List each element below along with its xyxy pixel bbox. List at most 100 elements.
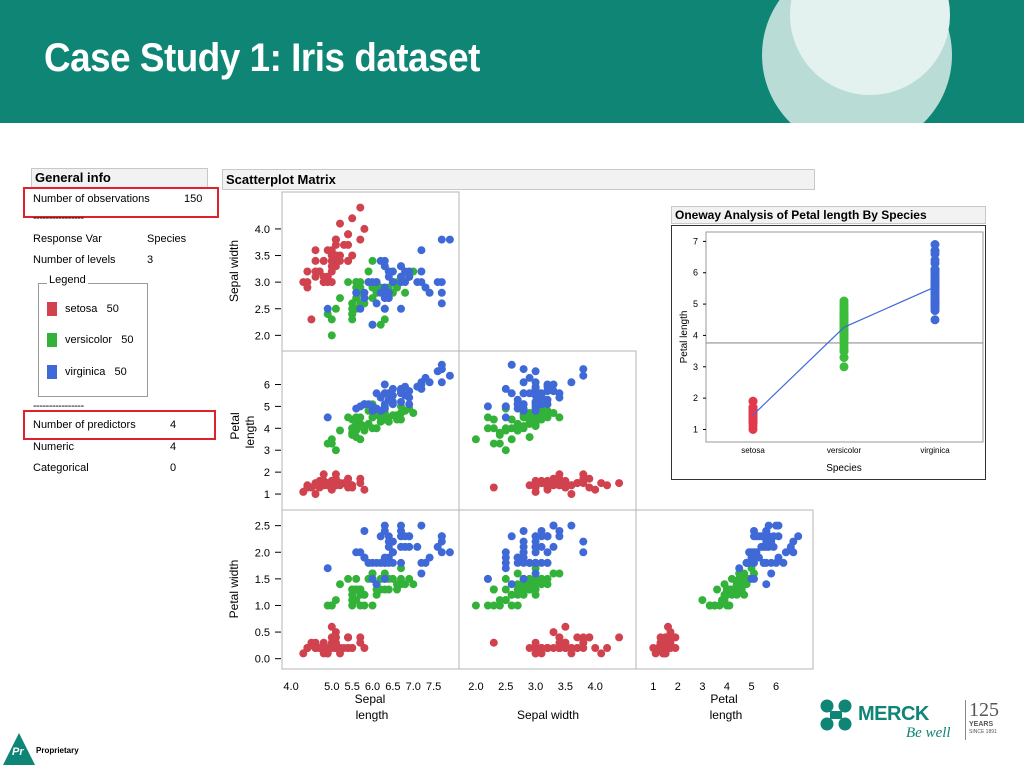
- data-point-versicolor: [727, 590, 736, 599]
- y-tick-label: 3: [264, 445, 270, 457]
- data-point-virginica: [380, 527, 389, 535]
- data-point-virginica: [384, 395, 393, 404]
- data-point-virginica: [388, 278, 397, 287]
- data-point-setosa: [671, 644, 680, 652]
- data-point-versicolor: [710, 601, 719, 610]
- data-point-setosa: [323, 272, 332, 281]
- data-point-versicolor: [356, 299, 365, 308]
- data-point-versicolor: [519, 411, 528, 420]
- data-point-setosa: [323, 649, 332, 658]
- data-point-versicolor: [525, 585, 534, 594]
- data-point-versicolor: [384, 574, 393, 583]
- data-point-setosa: [555, 481, 564, 490]
- data-point-virginica: [525, 389, 534, 398]
- data-point-setosa: [549, 474, 558, 483]
- data-point-versicolor: [531, 419, 540, 428]
- data-point-virginica: [549, 387, 558, 396]
- legend-swatch-versicolor: [47, 333, 57, 347]
- data-point-virginica: [413, 382, 422, 391]
- data-point-virginica: [774, 521, 783, 530]
- data-point-setosa: [585, 633, 594, 642]
- x-tick-label: 3: [699, 681, 705, 693]
- data-point-versicolor: [397, 564, 405, 573]
- data-point-versicolor: [368, 569, 377, 578]
- data-point-versicolor: [380, 404, 389, 413]
- data-point-virginica: [754, 553, 763, 562]
- separator-1: ----------------: [33, 212, 84, 224]
- data-point-setosa: [311, 490, 320, 498]
- data-point-virginica: [397, 532, 405, 541]
- data-point-setosa: [331, 644, 340, 652]
- data-point-versicolor: [525, 409, 534, 417]
- data-point-versicolor: [555, 569, 564, 578]
- data-point-versicolor: [471, 601, 480, 610]
- data-point-setosa: [579, 479, 588, 488]
- data-point-versicolor: [368, 320, 377, 329]
- matrix-cell-frame: [458, 350, 637, 511]
- data-point-virginica: [531, 404, 540, 413]
- data-point-versicolor: [368, 424, 377, 433]
- y-tick-label: 4: [264, 423, 270, 435]
- data-point-versicolor: [519, 574, 528, 583]
- data-point-versicolor: [348, 430, 357, 439]
- data-point-versicolor: [513, 400, 522, 409]
- data-point-setosa: [659, 644, 668, 652]
- data-point-virginica: [376, 406, 385, 415]
- data-point-virginica: [543, 558, 552, 567]
- data-point-virginica: [513, 553, 522, 562]
- data-point-versicolor: [737, 580, 746, 589]
- data-point-versicolor: [331, 596, 340, 605]
- data-point-setosa: [327, 638, 336, 647]
- data-point-virginica: [437, 235, 446, 244]
- x-tick-label: 5.5: [345, 681, 360, 693]
- data-point-virginica: [537, 391, 546, 400]
- data-point-virginica: [437, 360, 446, 369]
- data-point-versicolor: [735, 574, 744, 583]
- data-point-setosa: [319, 272, 328, 281]
- data-point-setosa: [537, 476, 546, 485]
- data-point-virginica: [372, 580, 381, 589]
- data-point-setosa: [654, 644, 663, 652]
- data-point-virginica: [531, 558, 540, 567]
- data-point-setosa: [360, 644, 369, 652]
- data-point-setosa: [356, 203, 365, 212]
- x-axis-label: Petal: [710, 692, 737, 706]
- data-point-versicolor: [735, 574, 744, 583]
- data-point-virginica: [767, 569, 776, 578]
- data-point-setosa: [344, 474, 353, 483]
- data-point-versicolor: [348, 590, 357, 599]
- data-point-versicolor: [713, 585, 722, 594]
- data-point-versicolor: [360, 426, 369, 435]
- data-point-versicolor: [525, 580, 534, 589]
- data-point-setosa: [323, 272, 332, 281]
- data-point-versicolor: [737, 585, 746, 594]
- data-point-virginica: [397, 262, 405, 271]
- data-point-setosa: [654, 644, 663, 652]
- data-point-versicolor: [513, 419, 522, 428]
- data-point-virginica: [397, 384, 405, 393]
- data-point-setosa: [597, 649, 606, 658]
- data-point-virginica: [384, 389, 393, 398]
- data-point-setosa: [567, 649, 576, 658]
- data-point-virginica: [405, 272, 414, 281]
- data-point-setosa: [591, 644, 600, 652]
- data-point-virginica: [372, 558, 381, 567]
- data-point-versicolor: [735, 569, 744, 578]
- data-point-versicolor: [401, 580, 410, 589]
- data-point-versicolor: [483, 413, 492, 422]
- data-point-versicolor: [519, 590, 528, 599]
- data-point-virginica: [794, 532, 803, 541]
- data-point-versicolor: [352, 574, 361, 583]
- data-point-virginica: [501, 402, 510, 411]
- data-point-versicolor: [356, 413, 365, 422]
- data-point-virginica: [525, 373, 534, 382]
- data-point-versicolor: [352, 294, 361, 303]
- data-point-versicolor: [348, 428, 357, 437]
- data-point-versicolor: [519, 424, 528, 433]
- data-point-setosa: [549, 481, 558, 490]
- data-point-setosa: [561, 481, 570, 490]
- data-point-setosa: [579, 638, 588, 647]
- data-point-virginica: [555, 393, 564, 402]
- data-point-versicolor: [543, 580, 552, 589]
- data-point-versicolor: [723, 585, 731, 594]
